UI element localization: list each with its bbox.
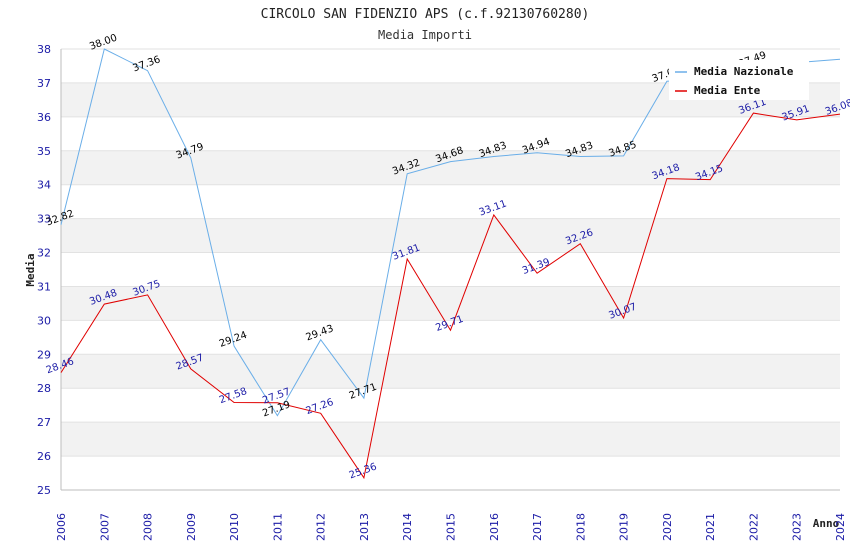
chart-title: CIRCOLO SAN FIDENZIO APS (c.f.9213076028… — [261, 7, 590, 22]
y-tick-label: 34 — [37, 179, 51, 192]
y-tick-label: 29 — [37, 348, 51, 361]
legend-box — [669, 60, 809, 100]
y-tick-label: 30 — [37, 314, 51, 327]
grid-band — [61, 422, 840, 457]
grid-band — [61, 218, 840, 253]
x-tick-label: 2018 — [574, 513, 587, 541]
series-line-media-ente — [60, 112, 841, 480]
x-tick-label: 2014 — [401, 513, 414, 541]
y-axis-label: Media — [24, 253, 37, 286]
grid-band — [61, 252, 840, 287]
legend: Media Nazionale Media Ente — [669, 60, 809, 100]
x-tick-label: 2016 — [488, 513, 501, 541]
x-tick-label: 2007 — [98, 513, 111, 541]
x-tick-label: 2023 — [791, 513, 804, 541]
x-tick-label: 2020 — [661, 513, 674, 541]
grid-band — [61, 286, 840, 321]
y-tick-label: 36 — [37, 111, 51, 124]
x-tick-label: 2012 — [315, 513, 328, 541]
y-tick-label: 33 — [37, 213, 51, 226]
grid-band — [61, 388, 840, 423]
x-tick-label: 2021 — [704, 513, 717, 541]
x-tick-label: 2019 — [618, 513, 631, 541]
x-tick-label: 2008 — [142, 513, 155, 541]
grid-band — [61, 354, 840, 389]
grid-band — [61, 184, 840, 219]
grid-band — [61, 116, 840, 151]
legend-label-media-ente: Media Ente — [694, 84, 761, 97]
x-tick-label: 2022 — [747, 513, 760, 541]
x-tick-label: 2010 — [228, 513, 241, 541]
y-tick-label: 27 — [37, 416, 51, 429]
y-tick-label: 37 — [37, 77, 51, 90]
x-tick-label: 2009 — [185, 513, 198, 541]
grid-band — [61, 320, 840, 355]
y-tick-label: 25 — [37, 484, 51, 497]
y-tick-label: 38 — [37, 43, 51, 56]
y-axis-ticks: 25 26 27 28 29 30 31 32 33 34 35 36 37 38 — [37, 43, 51, 497]
legend-label-media-nazionale: Media Nazionale — [694, 65, 794, 78]
x-tick-label: 2024 — [834, 513, 847, 541]
y-tick-label: 28 — [37, 382, 51, 395]
chart-subtitle: Media Importi — [378, 28, 472, 42]
x-tick-label: 2013 — [358, 513, 371, 541]
y-tick-label: 35 — [37, 145, 51, 158]
x-tick-label: 2015 — [445, 513, 458, 541]
x-tick-label: 2006 — [55, 513, 68, 541]
grid-bands — [61, 48, 840, 491]
x-axis-label: Anno — [813, 517, 840, 530]
x-axis-ticks: 2006 2007 2008 2009 2010 2011 2012 2013 2014 2015… — [55, 513, 847, 541]
y-tick-label: 31 — [37, 280, 51, 293]
x-tick-label: 2011 — [271, 513, 284, 541]
y-tick-label: 26 — [37, 450, 51, 463]
y-tick-label: 32 — [37, 247, 51, 260]
grid-band — [61, 456, 840, 490]
x-tick-label: 2017 — [531, 513, 544, 541]
plot-frame — [60, 49, 840, 491]
